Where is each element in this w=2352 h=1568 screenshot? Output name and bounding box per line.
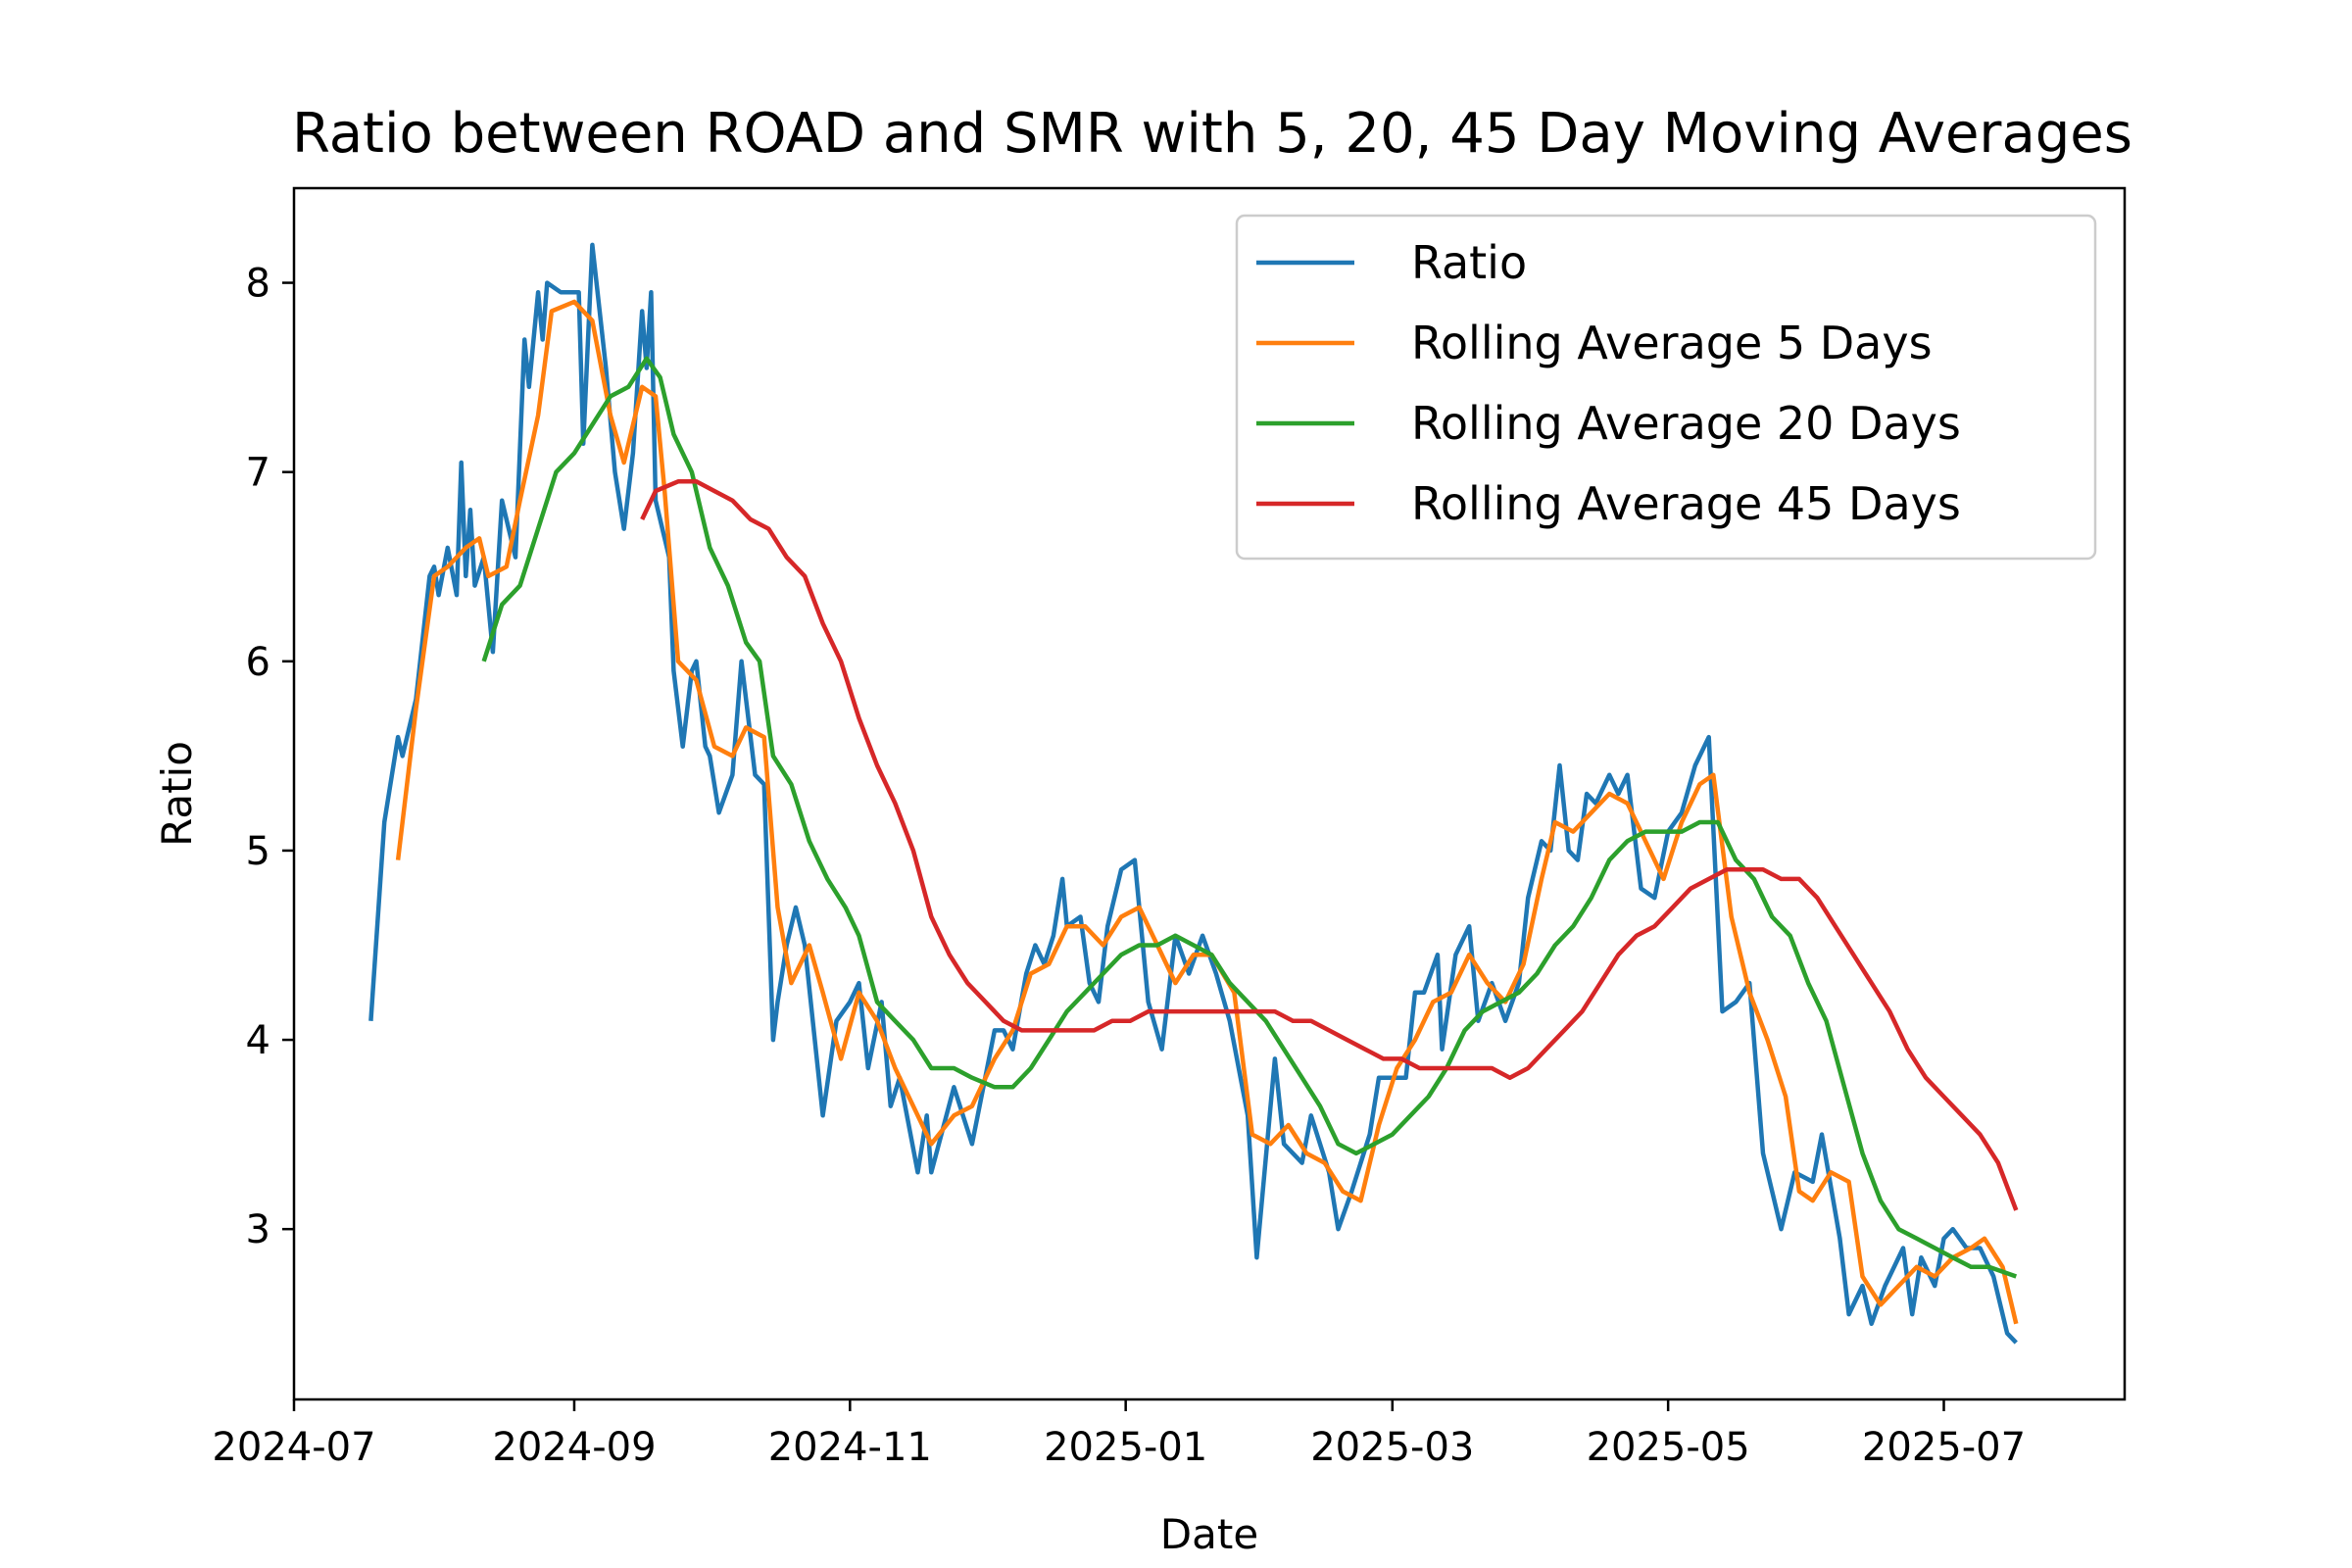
legend-label-2: Rolling Average 20 Days xyxy=(1411,397,1961,450)
legend-label-0: Ratio xyxy=(1411,236,1527,289)
y-tick-label-1: 4 xyxy=(246,1018,270,1063)
legend-label-3: Rolling Average 45 Days xyxy=(1411,477,1961,530)
plot-frame xyxy=(292,186,2127,1401)
series-layer xyxy=(368,242,2019,1345)
x-tick-label-6: 2025-07 xyxy=(1862,1425,2026,1470)
y-tick-label-2: 5 xyxy=(246,829,270,874)
x-tick-label-3: 2025-01 xyxy=(1044,1425,1207,1470)
legend-box xyxy=(1235,214,2097,561)
x-tick-label-5: 2025-05 xyxy=(1587,1425,1750,1470)
x-tick-label-0: 2024-07 xyxy=(212,1425,375,1470)
x-axis: 2024-07 2024-09 2024-11 2025-01 2025-03 2025-… xyxy=(212,1399,2026,1470)
y-tick-label-3: 6 xyxy=(246,640,270,685)
series-line-1 xyxy=(395,299,2019,1325)
legend-label-1: Rolling Average 5 Days xyxy=(1411,317,1933,369)
y-tick-label-5: 8 xyxy=(246,262,270,307)
y-tick-label-0: 3 xyxy=(246,1207,270,1252)
chart-title: Ratio between ROAD and SMR with 5, 20, 4… xyxy=(292,102,2132,166)
legend: Ratio Rolling Average 5 Days Rolling Avera… xyxy=(1235,214,2097,561)
series-line-3 xyxy=(640,479,2019,1211)
series-line-2 xyxy=(481,356,2018,1279)
x-axis-label: Date xyxy=(1160,1510,1258,1558)
x-tick-label-4: 2025-03 xyxy=(1310,1425,1474,1470)
series-line-0 xyxy=(368,242,2018,1345)
y-tick-label-4: 7 xyxy=(246,451,270,496)
x-tick-label-2: 2024-11 xyxy=(768,1425,932,1470)
y-axis-label: Ratio xyxy=(153,741,201,847)
x-tick-label-1: 2024-09 xyxy=(492,1425,656,1470)
y-axis: 3 4 5 6 7 8 xyxy=(246,262,294,1252)
